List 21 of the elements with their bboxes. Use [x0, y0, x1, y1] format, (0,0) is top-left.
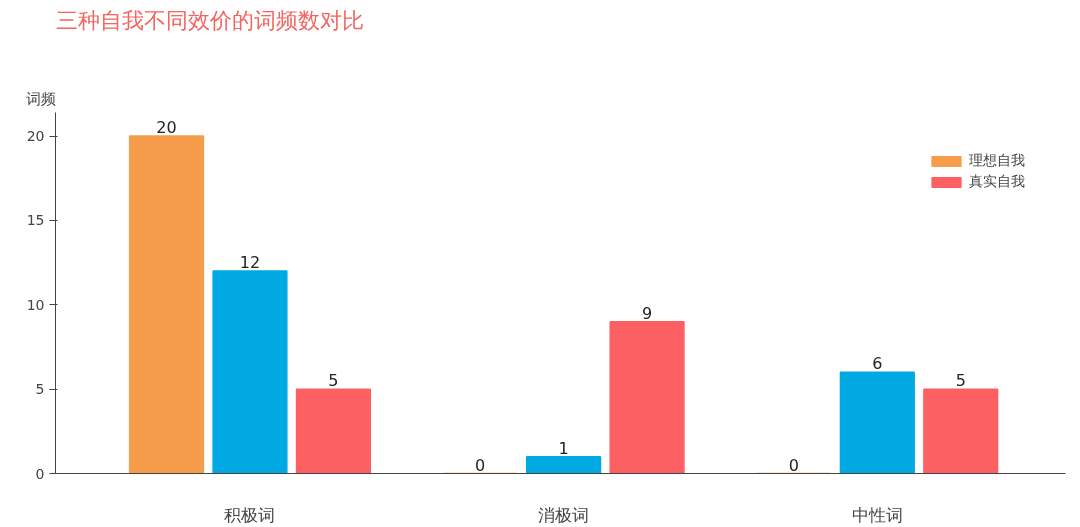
y-tick-label: 0	[35, 465, 45, 482]
y-tick-label: 5	[35, 381, 45, 398]
chart-title: 三种自我不同效价的词频数对比	[55, 7, 364, 33]
data-label: 5	[955, 371, 966, 391]
y-tick-label: 15	[26, 212, 45, 229]
data-label: 0	[475, 455, 486, 475]
legend-label: 理想自我	[969, 152, 1025, 170]
data-label: 12	[239, 253, 261, 273]
y-axis-title: 词频	[25, 89, 56, 108]
x-tick-label: 积极词	[224, 504, 276, 525]
data-label: 20	[156, 118, 177, 138]
x-tick-label: 中性词	[851, 504, 903, 525]
data-label: 5	[328, 371, 339, 391]
y-tick-label: 10	[26, 296, 45, 313]
data-label: 1	[558, 438, 569, 458]
data-label: 9	[641, 303, 653, 323]
data-label: 6	[872, 354, 883, 374]
x-tick-label: 消极词	[538, 504, 590, 525]
y-tick-label: 20	[26, 128, 45, 145]
legend-label: 真实自我	[969, 173, 1025, 191]
data-label: 0	[788, 455, 799, 475]
